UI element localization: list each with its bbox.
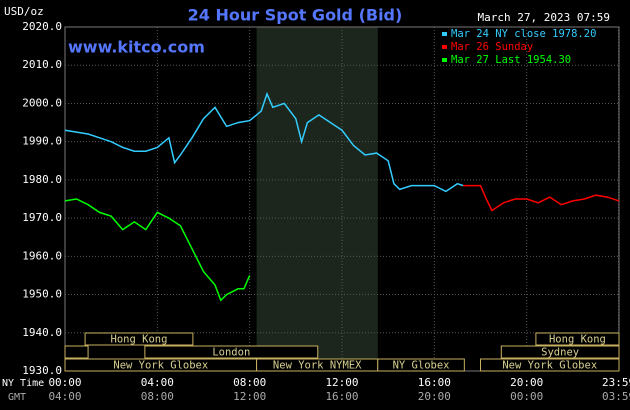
session-label: New York Globex [113, 360, 208, 372]
chart-title: 24 Hour Spot Gold (Bid) [188, 6, 403, 25]
x-tick-label-gmt: 20:00 [418, 390, 451, 403]
x-tick-label: 20:00 [510, 376, 543, 389]
session-label: NY Globex [393, 360, 450, 372]
series-line [64, 198, 251, 302]
session-label: New York Globex [502, 360, 597, 372]
x-tick-label: 16:00 [418, 376, 451, 389]
x-tick-label-gmt: 08:00 [141, 390, 174, 403]
series-line [463, 184, 620, 212]
legend-label: Mar 24 NY close 1978.20 [451, 28, 596, 40]
x-tick-label: 00:00 [48, 376, 81, 389]
highlight-band [256, 27, 378, 371]
session-bar [480, 358, 620, 372]
session-bar [84, 332, 194, 346]
x-tick-label: 12:00 [325, 376, 358, 389]
legend-swatch [442, 45, 447, 49]
session-bar [500, 345, 620, 359]
y-tick-label: 2010.0 [22, 58, 62, 71]
y-tick-label: 1960.0 [22, 249, 62, 262]
session-label: Sydney [541, 347, 579, 359]
y-tick-label: 1990.0 [22, 135, 62, 148]
y-tick-label: 2020.0 [22, 20, 62, 33]
watermark: www.kitco.com [68, 38, 205, 57]
y-tick-label: 1940.0 [22, 326, 62, 339]
legend-label: Mar 26 Sunday [451, 41, 533, 53]
y-tick-label: 1950.0 [22, 288, 62, 301]
y-tick-label: 1980.0 [22, 173, 62, 186]
session-bar [64, 345, 89, 359]
y-tick-label: 1930.0 [22, 364, 62, 377]
session-bar [377, 358, 465, 372]
session-bar [535, 332, 620, 346]
session-bar [144, 345, 319, 359]
x-tick-label-gmt: 00:00 [510, 390, 543, 403]
y-tick-label: 2000.0 [22, 96, 62, 109]
x-tick-label-gmt: 03:59 [602, 390, 630, 403]
date-label: March 27, 2023 07:59 [478, 11, 610, 24]
x-tick-label-gmt: 16:00 [325, 390, 358, 403]
legend-label: Mar 27 Last 1954.30 [451, 54, 571, 66]
series-line [64, 91, 464, 193]
y-tick-label: 1970.0 [22, 211, 62, 224]
session-label: London [212, 347, 250, 359]
x-row-label: NY Time [2, 378, 44, 389]
x-row2-label: GMT [8, 392, 26, 403]
unit-label: USD/oz [4, 5, 44, 18]
x-tick-label-gmt: 04:00 [48, 390, 81, 403]
x-tick-label: 08:00 [233, 376, 266, 389]
session-label: New York NYMEX [273, 360, 362, 372]
legend-swatch [442, 58, 447, 62]
x-tick-label-gmt: 12:00 [233, 390, 266, 403]
session-label: Hong Kong [111, 334, 168, 346]
x-tick-label: 04:00 [141, 376, 174, 389]
x-tick-label: 23:59 [602, 376, 630, 389]
legend-swatch [442, 32, 447, 36]
session-label: Hong Kong [549, 334, 606, 346]
